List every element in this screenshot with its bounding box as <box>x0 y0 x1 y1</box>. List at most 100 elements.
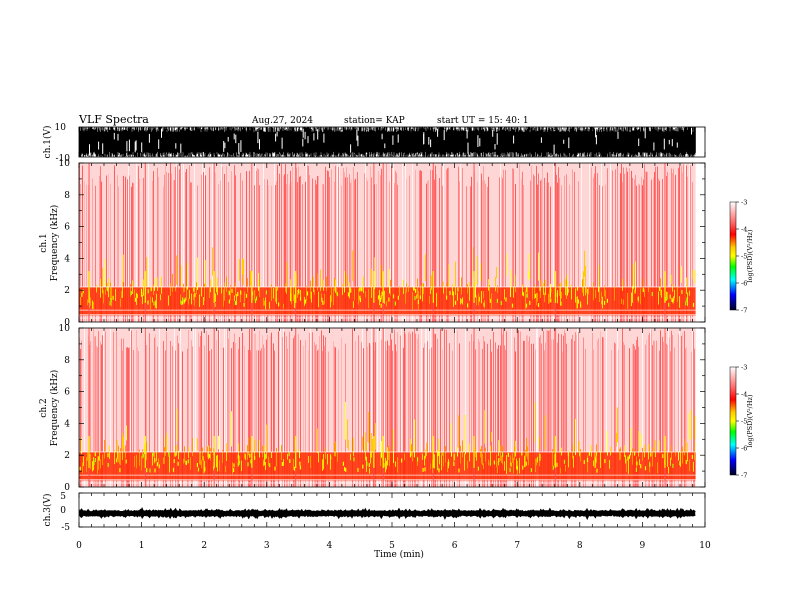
spec-burst <box>389 269 390 294</box>
spec-highlight <box>596 468 598 473</box>
spec-column <box>101 344 102 487</box>
spec-column <box>370 344 371 487</box>
spec-column <box>598 338 599 487</box>
spec-burst <box>538 252 539 281</box>
spec-column <box>302 184 303 322</box>
spec-highlight <box>448 461 450 466</box>
spec-band-cell <box>118 445 119 462</box>
spec-burst <box>678 451 679 461</box>
spec-column <box>254 333 255 487</box>
spec-band-cell <box>165 437 166 456</box>
spec-quiet-column <box>221 163 222 322</box>
spec-highlight <box>182 297 184 302</box>
spec-band-cell <box>548 293 549 304</box>
spec-highlight <box>357 467 359 472</box>
spec-column <box>647 171 648 322</box>
spec-quiet-column <box>377 328 378 487</box>
spec-band-cell <box>560 467 561 474</box>
ch1-waveform-gap <box>668 139 670 145</box>
spec-column <box>488 176 489 322</box>
spec-band-cell <box>587 455 588 473</box>
spec-column <box>612 170 613 322</box>
spec-burst <box>239 259 240 281</box>
spec-event <box>382 328 384 487</box>
spec-column <box>350 182 351 322</box>
spec-column <box>405 333 406 487</box>
spec-band-cell <box>479 296 480 302</box>
spec-band-cell <box>215 293 216 302</box>
spec-column <box>357 172 358 322</box>
spec-column <box>533 343 534 487</box>
spec-column <box>408 332 409 487</box>
spec-highlight <box>130 291 132 296</box>
spec-column <box>540 335 541 487</box>
spec-band-cell <box>460 445 461 464</box>
spec-band-cell <box>203 297 204 306</box>
spec-band-cell <box>327 454 328 465</box>
spec-highlight <box>651 292 653 297</box>
spec-band-cell <box>430 288 431 294</box>
spec-highlight <box>250 459 252 464</box>
spec-highlight <box>142 453 144 458</box>
spec-band-cell <box>430 463 431 470</box>
spec-band-cell <box>549 288 550 303</box>
spec-column <box>682 172 683 322</box>
spec-column <box>409 175 410 322</box>
spec-column <box>593 177 594 322</box>
spec-highlight <box>94 458 96 462</box>
spec-column <box>96 345 97 487</box>
spec-highlight <box>299 461 301 466</box>
spec-band-cell <box>657 462 658 473</box>
ch1-waveform-gap <box>350 144 352 153</box>
spec-column <box>371 177 372 322</box>
spec-column <box>397 332 398 487</box>
spec-highlight <box>183 299 185 304</box>
spec-band-cell <box>139 449 140 466</box>
spec-column <box>307 165 308 322</box>
spec-column <box>431 347 432 487</box>
spec-band-cell <box>457 292 458 301</box>
header-start-time: start UT = 15: 40: 1 <box>437 116 529 126</box>
spec-burst <box>286 262 287 294</box>
spec-band-cell <box>247 278 248 293</box>
spec-burst <box>585 265 586 296</box>
spec-column <box>94 336 95 487</box>
spec-column <box>446 169 447 322</box>
ch1-waveform-gap <box>135 140 137 151</box>
spec-band-cell <box>90 454 91 470</box>
spec-band-cell <box>335 441 336 457</box>
spec-quiet-column <box>339 163 340 322</box>
spec-column <box>403 347 404 487</box>
spec-quiet-column <box>280 328 281 487</box>
ch1-waveform-gap <box>126 141 128 152</box>
spec-band-cell <box>453 453 454 463</box>
spec-column <box>376 184 377 322</box>
spec-column <box>448 167 449 322</box>
spec-column <box>308 166 309 322</box>
spec-column <box>487 343 488 487</box>
ch1-colorbar-label: log(PSD)(V²/Hz) <box>746 229 754 282</box>
spec-band-cell <box>369 468 370 474</box>
spec-column <box>317 350 318 487</box>
spec-highlight <box>686 297 688 302</box>
spec-band-cell <box>461 277 462 295</box>
spec-band-cell <box>200 449 201 465</box>
spec-column <box>138 351 139 487</box>
spec-quiet-column <box>455 328 456 487</box>
spec-column <box>466 186 467 322</box>
spec-column <box>316 344 317 487</box>
spec-band-cell <box>354 288 355 301</box>
spec-column <box>527 335 528 487</box>
spec-column <box>352 328 353 487</box>
spec-band-cell <box>679 296 680 308</box>
spec-column <box>278 331 279 487</box>
spec-highlight <box>417 300 419 304</box>
spec-band-cell <box>412 292 413 310</box>
spec-quiet-column <box>337 163 338 322</box>
spec-highlight <box>254 299 257 304</box>
spec-band-cell <box>504 461 505 471</box>
spec-band-cell <box>544 292 545 303</box>
spec-band-cell <box>693 461 694 472</box>
spec-band-cell <box>513 457 514 474</box>
spec-band-cell <box>599 285 600 302</box>
